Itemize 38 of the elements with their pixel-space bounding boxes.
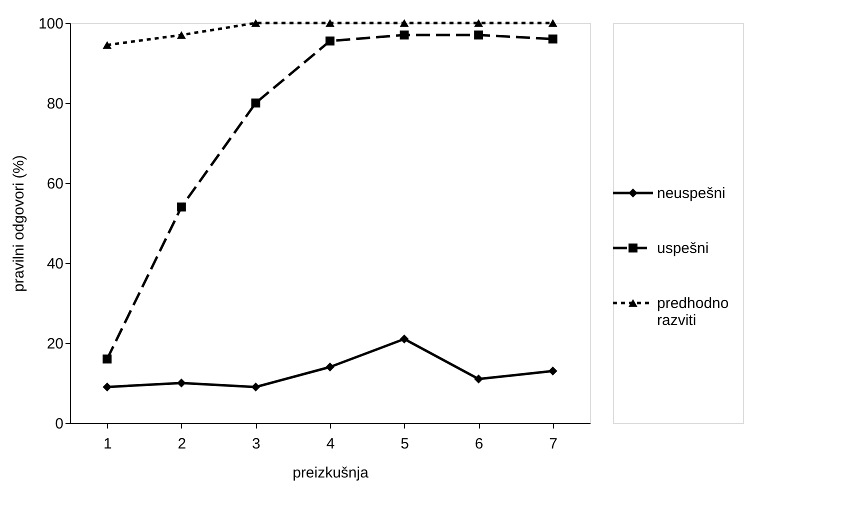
y-tick-label: 60 bbox=[46, 176, 64, 192]
point bbox=[474, 30, 484, 40]
x-axis-title: preizkušnja bbox=[292, 464, 370, 482]
x-tick-label: 7 bbox=[549, 436, 558, 452]
point bbox=[474, 19, 484, 27]
legend-label: uspešni bbox=[657, 240, 709, 257]
point bbox=[176, 31, 186, 39]
point bbox=[400, 30, 409, 40]
y-tick-label: 80 bbox=[46, 96, 64, 112]
y-axis-title: pravilni odgovori (%) bbox=[10, 155, 28, 292]
x-tick-label: 1 bbox=[103, 436, 112, 452]
point bbox=[548, 366, 558, 376]
point bbox=[548, 34, 558, 44]
point bbox=[102, 41, 112, 49]
y-tick-label: 40 bbox=[46, 256, 64, 272]
y-tick-label: 0 bbox=[55, 416, 64, 432]
point bbox=[326, 19, 334, 27]
point bbox=[251, 19, 260, 27]
point bbox=[400, 19, 409, 27]
point bbox=[251, 98, 260, 108]
y-tick-label: 20 bbox=[46, 336, 64, 352]
x-tick-label: 5 bbox=[400, 436, 409, 452]
point bbox=[400, 334, 409, 344]
legend-label: predhodno razviti bbox=[657, 295, 729, 329]
point bbox=[548, 19, 558, 27]
y-tick-label: 100 bbox=[38, 16, 64, 32]
x-tick-label: 4 bbox=[326, 436, 335, 452]
point bbox=[102, 354, 112, 364]
point bbox=[326, 36, 334, 46]
point bbox=[474, 374, 484, 384]
x-tick-label: 3 bbox=[252, 436, 260, 452]
x-tick-label: 6 bbox=[474, 436, 484, 452]
legend-label: neuspešni bbox=[657, 185, 726, 202]
point bbox=[102, 382, 112, 392]
x-tick-label: 2 bbox=[178, 436, 186, 452]
point bbox=[326, 362, 334, 372]
point bbox=[251, 382, 260, 392]
point bbox=[176, 202, 186, 212]
